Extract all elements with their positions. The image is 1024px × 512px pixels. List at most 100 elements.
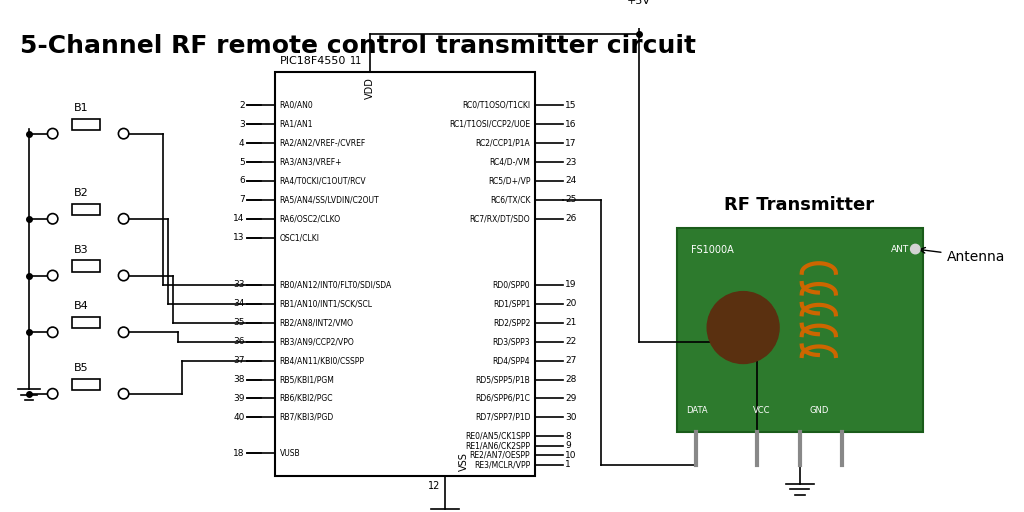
Text: RA3/AN3/VREF+: RA3/AN3/VREF+ — [280, 158, 342, 166]
Text: RF Transmitter: RF Transmitter — [724, 196, 874, 214]
Text: ANT: ANT — [891, 245, 908, 254]
Text: RB3/AN9/CCP2/VPO: RB3/AN9/CCP2/VPO — [280, 337, 354, 346]
Text: B3: B3 — [74, 245, 88, 255]
Text: 40: 40 — [233, 413, 245, 422]
Text: 6: 6 — [239, 177, 245, 185]
Circle shape — [47, 214, 57, 224]
Text: 9: 9 — [565, 441, 571, 450]
Text: 5-Channel RF remote control transmitter circuit: 5-Channel RF remote control transmitter … — [19, 34, 695, 58]
Text: RD7/SPP7/P1D: RD7/SPP7/P1D — [475, 413, 530, 422]
Text: 36: 36 — [233, 337, 245, 346]
Text: 15: 15 — [565, 101, 577, 110]
Text: B4: B4 — [74, 302, 88, 311]
Text: 27: 27 — [565, 356, 577, 365]
Text: 17: 17 — [565, 139, 577, 147]
Text: RD3/SPP3: RD3/SPP3 — [493, 337, 530, 346]
Text: RE2/AN7/OESPP: RE2/AN7/OESPP — [470, 451, 530, 460]
Bar — [72, 317, 100, 329]
Text: RB6/KBI2/PGC: RB6/KBI2/PGC — [280, 394, 333, 403]
Text: VDD: VDD — [365, 77, 375, 99]
Text: RB1/AN10/INT1/SCK/SCL: RB1/AN10/INT1/SCK/SCL — [280, 300, 373, 308]
Text: 2: 2 — [239, 101, 245, 110]
Text: 14: 14 — [233, 215, 245, 223]
Text: Antenna: Antenna — [920, 247, 1005, 264]
Text: 33: 33 — [233, 281, 245, 289]
Text: RD0/SPP0: RD0/SPP0 — [493, 281, 530, 289]
Text: RE0/AN5/CK1SPP: RE0/AN5/CK1SPP — [465, 432, 530, 441]
Text: RC7/RX/DT/SDO: RC7/RX/DT/SDO — [470, 215, 530, 223]
Circle shape — [119, 270, 129, 281]
Text: RA6/OSC2/CLKO: RA6/OSC2/CLKO — [280, 215, 341, 223]
Bar — [677, 228, 923, 432]
Circle shape — [47, 129, 57, 139]
Circle shape — [47, 270, 57, 281]
Text: 19: 19 — [565, 281, 577, 289]
Text: +5V: +5V — [627, 0, 651, 6]
Text: RA0/AN0: RA0/AN0 — [280, 101, 313, 110]
Text: DATA: DATA — [686, 406, 708, 415]
Text: FS1000A: FS1000A — [691, 245, 734, 255]
Bar — [274, 72, 536, 476]
Text: RB5/KBI1/PGM: RB5/KBI1/PGM — [280, 375, 335, 384]
Text: B2: B2 — [74, 188, 88, 198]
Text: VSS: VSS — [459, 453, 469, 472]
Text: RC2/CCP1/P1A: RC2/CCP1/P1A — [475, 139, 530, 147]
Text: 30: 30 — [565, 413, 577, 422]
Text: B5: B5 — [74, 363, 88, 373]
Text: PIC18F4550: PIC18F4550 — [280, 55, 346, 66]
Text: B1: B1 — [74, 103, 88, 113]
Text: 16: 16 — [565, 120, 577, 129]
Text: 35: 35 — [233, 318, 245, 327]
Text: 8: 8 — [565, 432, 571, 441]
Text: 39: 39 — [233, 394, 245, 403]
Circle shape — [119, 327, 129, 337]
Text: RE1/AN6/CK2SPP: RE1/AN6/CK2SPP — [465, 441, 530, 450]
Text: RA2/AN2/VREF-/CVREF: RA2/AN2/VREF-/CVREF — [280, 139, 366, 147]
Circle shape — [119, 214, 129, 224]
Text: RB4/AN11/KBI0/CSSPP: RB4/AN11/KBI0/CSSPP — [280, 356, 365, 365]
Text: 37: 37 — [233, 356, 245, 365]
Text: RA5/AN4/SS/LVDIN/C2OUT: RA5/AN4/SS/LVDIN/C2OUT — [280, 196, 379, 204]
Text: RD5/SPP5/P1B: RD5/SPP5/P1B — [475, 375, 530, 384]
Text: 38: 38 — [233, 375, 245, 384]
Text: 3: 3 — [239, 120, 245, 129]
Text: RC4/D-/VM: RC4/D-/VM — [489, 158, 530, 166]
Circle shape — [47, 389, 57, 399]
Text: RB2/AN8/INT2/VMO: RB2/AN8/INT2/VMO — [280, 318, 353, 327]
Text: 25: 25 — [565, 196, 577, 204]
Text: 13: 13 — [233, 233, 245, 242]
Text: RA4/T0CKI/C1OUT/RCV: RA4/T0CKI/C1OUT/RCV — [280, 177, 367, 185]
Text: RC1/T1OSI/CCP2/UOE: RC1/T1OSI/CCP2/UOE — [450, 120, 530, 129]
Text: 4: 4 — [239, 139, 245, 147]
Circle shape — [47, 327, 57, 337]
Text: RA1/AN1: RA1/AN1 — [280, 120, 313, 129]
Text: VUSB: VUSB — [280, 449, 300, 458]
Text: RD6/SPP6/P1C: RD6/SPP6/P1C — [475, 394, 530, 403]
Text: RC0/T1OSO/T1CKI: RC0/T1OSO/T1CKI — [462, 101, 530, 110]
Text: RD2/SPP2: RD2/SPP2 — [493, 318, 530, 327]
Text: 7: 7 — [239, 196, 245, 204]
Text: 11: 11 — [350, 55, 361, 66]
Text: RE3/MCLR/VPP: RE3/MCLR/VPP — [474, 460, 530, 469]
Text: 28: 28 — [565, 375, 577, 384]
Text: 20: 20 — [565, 300, 577, 308]
Text: 29: 29 — [565, 394, 577, 403]
Circle shape — [119, 129, 129, 139]
Text: RB7/KBI3/PGD: RB7/KBI3/PGD — [280, 413, 334, 422]
Bar — [72, 379, 100, 390]
Bar — [72, 118, 100, 130]
Text: 1: 1 — [565, 460, 571, 469]
Text: RC6/TX/CK: RC6/TX/CK — [489, 196, 530, 204]
Text: 21: 21 — [565, 318, 577, 327]
Bar — [72, 261, 100, 272]
Text: 12: 12 — [428, 481, 440, 491]
Circle shape — [119, 389, 129, 399]
Text: RD1/SPP1: RD1/SPP1 — [493, 300, 530, 308]
Text: RB0/AN12/INT0/FLT0/SDI/SDA: RB0/AN12/INT0/FLT0/SDI/SDA — [280, 281, 392, 289]
Text: 26: 26 — [565, 215, 577, 223]
Bar — [72, 204, 100, 215]
Text: RC5/D+/VP: RC5/D+/VP — [487, 177, 530, 185]
Text: GND: GND — [809, 406, 828, 415]
Text: 34: 34 — [233, 300, 245, 308]
Text: 22: 22 — [565, 337, 577, 346]
